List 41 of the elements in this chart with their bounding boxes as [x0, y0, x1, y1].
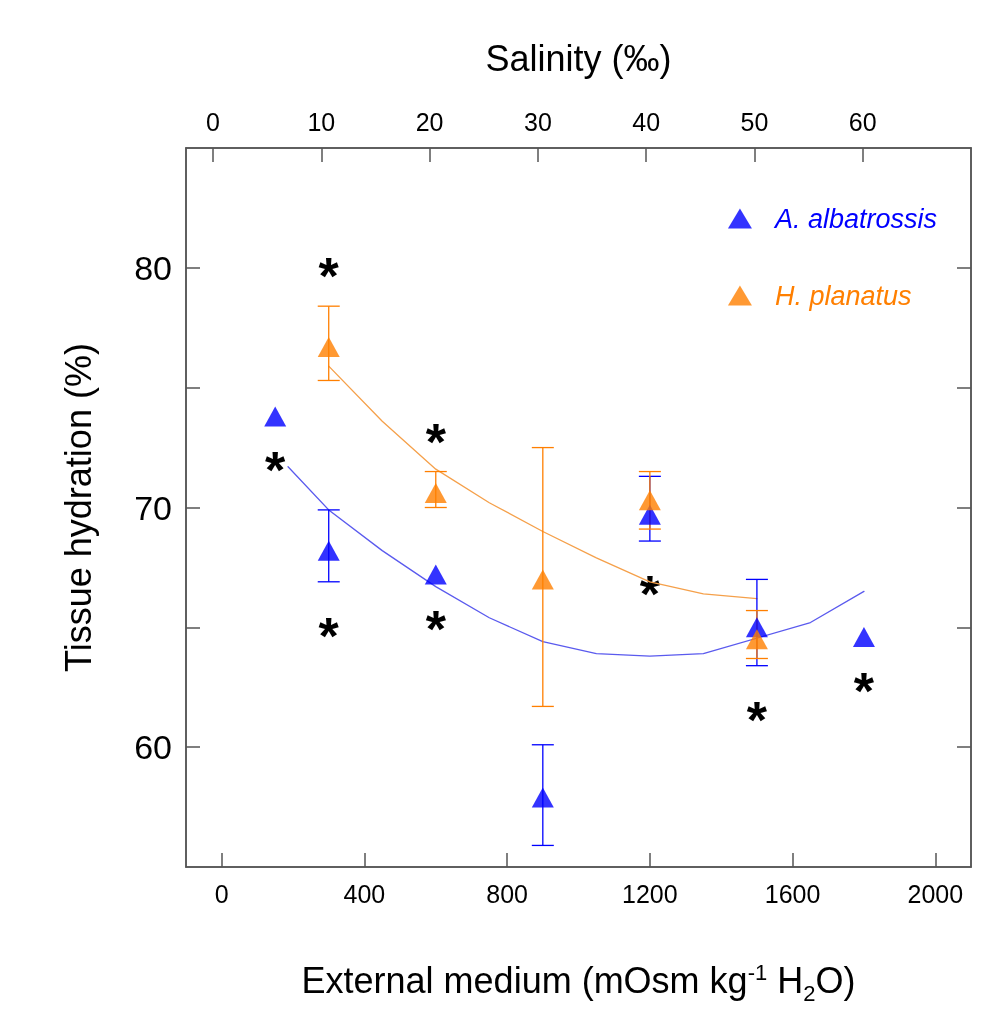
annotation: *	[425, 599, 447, 658]
annotation: *	[318, 606, 340, 665]
x-tick-label: 0	[214, 879, 229, 908]
annotation: *	[265, 441, 287, 500]
point	[852, 626, 875, 647]
x2-tick-label: 50	[740, 107, 769, 136]
x2-tick-label: 60	[848, 107, 877, 136]
x-tick-label: 400	[343, 879, 386, 908]
annotation: *	[425, 412, 447, 471]
x-tick-label: 1200	[622, 879, 678, 908]
point	[531, 569, 554, 590]
point	[317, 336, 340, 357]
annotation: *	[318, 247, 340, 306]
annotation: *	[853, 661, 875, 720]
point	[745, 629, 768, 650]
x2-tick-label: 20	[415, 107, 444, 136]
x2-tick-label: 40	[632, 107, 661, 136]
x-tick-label: 800	[486, 879, 528, 908]
annotation: *	[639, 564, 661, 623]
x-axis-title: External medium (mOsm kg$^{-1}$ H$_{2}$O)	[300, 960, 857, 1008]
y-axis-title: Tissue hydration (%)	[57, 343, 99, 672]
point	[424, 483, 447, 504]
point	[317, 540, 340, 561]
y-tick-label: 80	[134, 248, 172, 287]
point	[424, 564, 447, 585]
point	[638, 490, 661, 511]
x-tick-label: 1600	[764, 879, 821, 908]
legend-label: H. planatus	[774, 280, 912, 311]
x2-tick-label: 0	[206, 107, 221, 136]
x2-axis-title: Salinity (‰)	[485, 37, 672, 79]
legend-label: A. albatrossis	[772, 203, 938, 234]
x2-tick-label: 10	[307, 107, 336, 136]
x2-tick-label: 30	[523, 107, 552, 136]
line-series	[328, 365, 758, 600]
point	[264, 406, 287, 427]
annotation: *	[746, 690, 768, 749]
y-tick-label: 60	[134, 728, 172, 767]
y-tick-label: 70	[134, 488, 172, 527]
x-tick-label: 2000	[907, 879, 964, 908]
line-series	[287, 466, 865, 657]
point	[531, 787, 554, 808]
